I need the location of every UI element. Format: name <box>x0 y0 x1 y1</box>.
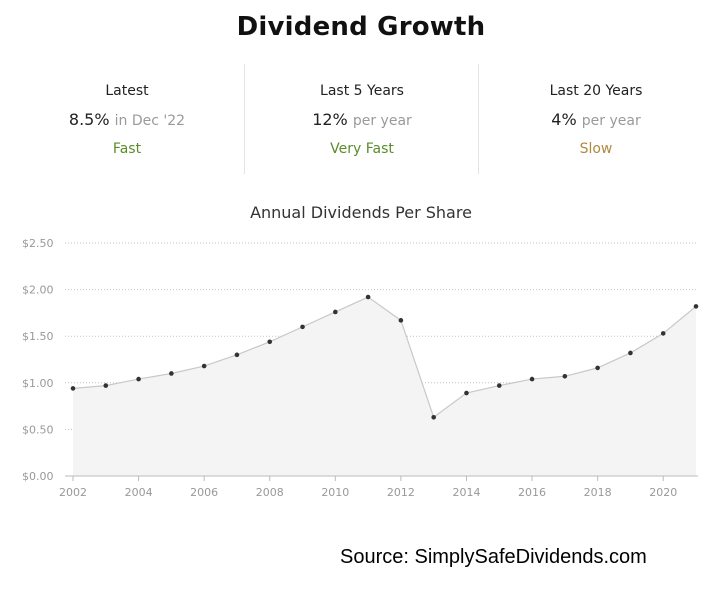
stat-value: 12% <box>312 110 348 129</box>
stat-suffix: per year <box>352 113 412 129</box>
stat-suffix: in Dec '22 <box>114 113 186 129</box>
stat-rating: Slow <box>579 141 613 157</box>
stat-latest: Latest 8.5% in Dec '22 Fast <box>10 64 244 174</box>
data-point <box>431 414 436 420</box>
data-point <box>529 376 535 382</box>
data-point <box>464 390 469 396</box>
x-tick-label: 2002 <box>59 486 87 499</box>
data-point <box>267 339 273 345</box>
stat-value-row: 8.5% in Dec '22 <box>10 110 244 129</box>
y-tick-label: $2.50 <box>22 237 54 250</box>
data-point <box>398 318 404 323</box>
data-point <box>234 352 240 358</box>
stat-value-row: 4% per year <box>479 110 712 129</box>
stat-label: Last 20 Years <box>549 83 643 99</box>
stat-label: Last 5 Years <box>320 83 404 99</box>
x-tick-label: 2012 <box>387 486 415 499</box>
stats-panel: Latest 8.5% in Dec '22 Fast Last 5 Years… <box>10 64 712 174</box>
stat-value: 8.5% <box>68 110 110 129</box>
y-tick-label: $0.00 <box>22 470 54 483</box>
data-point <box>562 373 568 379</box>
data-point <box>660 331 666 336</box>
stat-suffix: per year <box>581 113 641 129</box>
x-tick-label: 2006 <box>190 486 218 499</box>
y-tick-label: $1.50 <box>22 330 54 343</box>
data-point <box>70 386 76 391</box>
data-point <box>201 363 207 369</box>
data-point <box>628 350 633 356</box>
stat-rating: Very Fast <box>330 141 394 157</box>
x-tick-label: 2018 <box>584 486 612 499</box>
stat-last-20-years: Last 20 Years 4% per year Slow <box>478 64 712 174</box>
stat-label: Latest <box>105 83 149 99</box>
stat-rating: Fast <box>112 141 142 157</box>
data-point <box>365 294 371 300</box>
x-tick-label: 2020 <box>649 486 677 499</box>
x-tick-label: 2008 <box>256 486 284 499</box>
data-point <box>496 383 502 388</box>
source-note: Source: SimplySafeDividends.com <box>340 546 647 568</box>
stat-value-row: 12% per year <box>245 110 479 129</box>
stat-last-5-years: Last 5 Years 12% per year Very Fast <box>244 64 479 174</box>
x-tick-label: 2004 <box>125 486 153 499</box>
y-tick-label: $0.50 <box>22 423 54 436</box>
data-point <box>693 304 699 309</box>
series-line <box>72 296 697 419</box>
y-tick-label: $1.00 <box>22 377 54 390</box>
stat-value: 4% <box>551 110 577 129</box>
data-point <box>595 365 600 371</box>
data-point <box>300 324 305 330</box>
data-point <box>333 309 338 315</box>
y-tick-label: $2.00 <box>22 284 54 297</box>
x-tick-label: 2010 <box>321 486 349 499</box>
x-tick-label: 2016 <box>518 486 546 499</box>
chart-title: Annual Dividends Per Share <box>250 203 472 222</box>
data-point <box>136 376 141 382</box>
area-fill <box>73 297 696 476</box>
data-point <box>169 371 174 376</box>
data-point <box>103 383 109 388</box>
x-tick-label: 2014 <box>452 486 480 499</box>
page-title: Dividend Growth <box>236 12 486 42</box>
